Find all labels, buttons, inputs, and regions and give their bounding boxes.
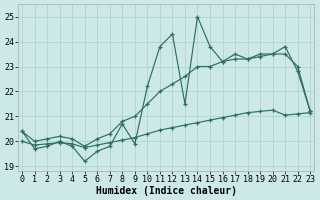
X-axis label: Humidex (Indice chaleur): Humidex (Indice chaleur) xyxy=(96,186,237,196)
